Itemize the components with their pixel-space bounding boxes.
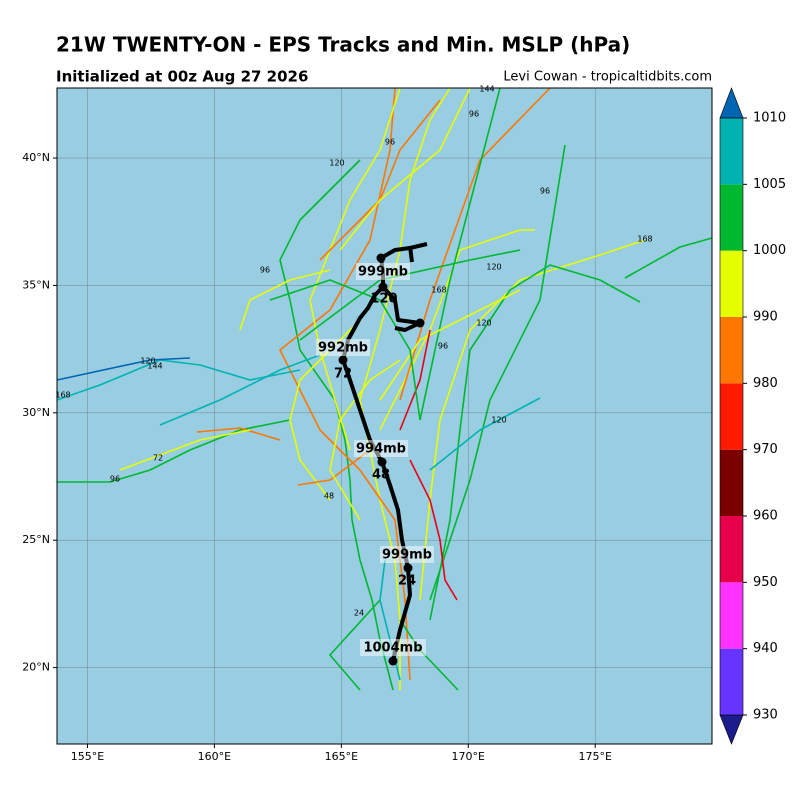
colorbar-label: 970 [753,442,778,457]
colorbar: 930 940 950 960 970 980 990 1000 1005 1010 [719,87,786,745]
colorbar-segment [720,516,743,583]
mean-dot [403,563,413,573]
hour-label: 168 [637,235,652,244]
mean-dot [378,282,388,292]
colorbar-label: 980 [753,376,778,391]
hour-label: 96 [438,342,448,351]
hour-label: 96 [469,110,479,119]
colorbar-label: 960 [753,509,778,524]
mean-label: 24 [398,574,416,589]
mean-dot [377,457,387,467]
colorbar-segment [720,250,743,317]
label-box [354,440,408,457]
mean-dot [338,355,348,365]
subtitle: Initialized at 00z Aug 27 2026 [56,68,308,86]
hour-label: 168 [55,391,70,400]
hour-label: 96 [110,475,120,484]
hour-label: 168 [431,286,446,295]
colorbar-extension [719,714,744,745]
x-tick-label: 175°E [578,750,611,763]
mean-label: 994mb [356,442,406,457]
credit: Levi Cowan - tropicaltidbits.com [503,70,712,85]
hour-labels: 96 96 144 120 96 96 168 120 120 96 168 1… [55,85,652,618]
y-tick-label: 35°N [22,278,50,291]
hour-label: 120 [329,159,344,168]
hour-label: 96 [385,138,395,147]
colorbar-label: 1010 [753,111,786,126]
hour-label: 120 [476,319,491,328]
hour-label: 96 [260,266,270,275]
y-tick-label: 40°N [22,151,50,164]
hour-label: 144 [147,362,162,371]
x-tick-label: 170°E [452,750,485,763]
mean-dot [388,656,398,666]
colorbar-frame [719,117,744,716]
hour-label: 120 [491,416,506,425]
label-box [360,639,426,656]
map-frame [56,87,713,745]
colorbar-label: 940 [753,641,778,656]
mean-label: 999mb [382,548,432,563]
mean-label: 992mb [318,341,368,356]
mean-label: 72 [334,367,352,382]
mean-label: 1004mb [363,641,422,656]
colorbar-segment [720,383,743,450]
mean-label: 999mb [358,265,408,280]
x-tick-label: 165°E [325,750,358,763]
colorbar-segment [720,184,743,251]
hour-label: 144 [479,85,494,94]
ensemble-tracks [56,87,713,691]
colorbar-label: 990 [753,310,778,325]
colorbar-segment [720,648,743,715]
label-box [356,263,410,280]
mean-track-line [381,285,422,332]
hour-label: 72 [153,454,163,463]
hour-label: 48 [324,492,334,501]
hour-label: 120 [140,357,155,366]
colorbar-label: 1000 [753,243,786,258]
colorbar-segment [720,449,743,516]
colorbar-label: 930 [753,708,778,723]
colorbar-segment [720,582,743,649]
colorbar-extension [719,87,744,119]
y-tick-label: 25°N [22,533,50,546]
colorbar-segment [720,118,743,185]
colorbar-segment [720,317,743,384]
mean-labels: 1004mb 24 999mb 48 994mb 72 992mb 120 99… [316,263,434,656]
mean-dot [376,253,386,263]
title: 21W TWENTY-ON - EPS Tracks and Min. MSLP… [56,33,630,57]
label-box [380,546,434,563]
mean-dot [415,318,425,328]
label-box [316,339,370,356]
x-tick-label: 160°E [198,750,231,763]
mean-track-line [408,245,414,263]
hour-label: 96 [540,187,550,196]
y-tick-label: 30°N [22,406,50,419]
map-background [57,88,712,744]
colorbar-label: 950 [753,575,778,590]
mean-label: 120 [370,292,397,307]
colorbar-label: 1005 [753,177,786,192]
mean-label: 48 [372,468,390,483]
grid [57,88,712,744]
x-tick-label: 155°E [71,750,104,763]
hour-label: 24 [354,609,364,618]
hour-label: 120 [486,263,501,272]
y-tick-label: 20°N [22,661,50,674]
